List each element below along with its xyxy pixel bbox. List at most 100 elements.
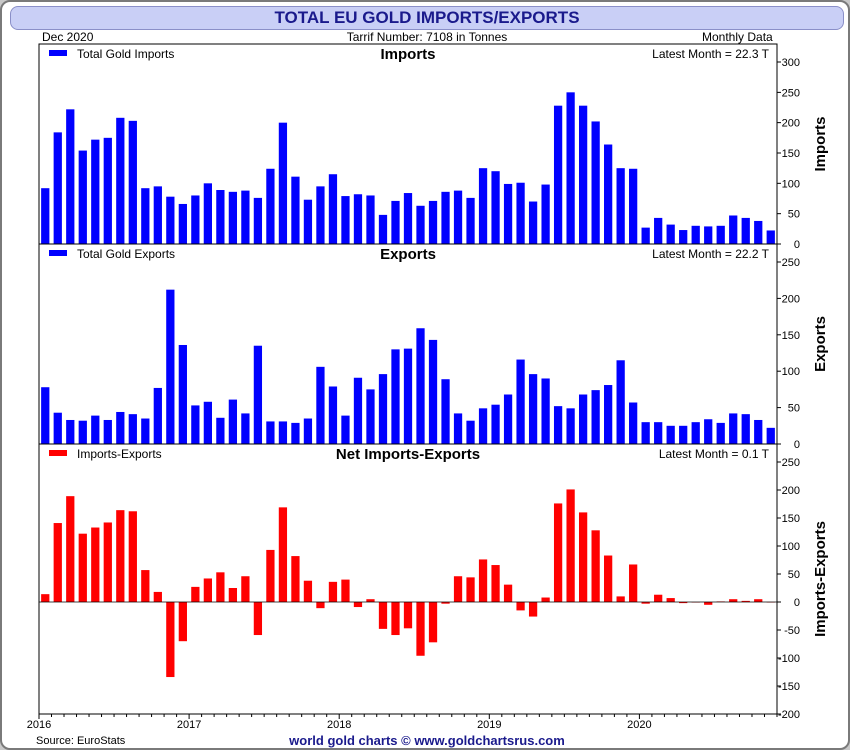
bar-net bbox=[491, 565, 500, 602]
bar-imports bbox=[629, 168, 638, 244]
latest-value-label: Latest Month = 0.1 T bbox=[659, 447, 770, 461]
bar-net bbox=[428, 602, 438, 643]
bar-imports bbox=[91, 139, 100, 244]
bar-net bbox=[228, 588, 238, 602]
legend-swatch bbox=[49, 50, 67, 56]
bar-exports bbox=[491, 404, 500, 444]
bar-exports bbox=[278, 421, 288, 444]
bar-exports bbox=[616, 360, 625, 444]
bar-exports bbox=[353, 377, 363, 444]
bar-exports bbox=[691, 422, 700, 444]
bar-imports bbox=[403, 193, 413, 244]
bar-exports bbox=[103, 419, 112, 444]
bar-net bbox=[391, 602, 400, 636]
bar-exports bbox=[128, 414, 137, 444]
bar-imports bbox=[553, 105, 563, 245]
y-axis-label: Exports bbox=[812, 316, 829, 372]
bar-net bbox=[341, 579, 350, 602]
bar-imports bbox=[466, 197, 475, 244]
bar-net bbox=[741, 600, 750, 602]
bar-imports bbox=[516, 182, 525, 244]
bar-net bbox=[578, 512, 588, 602]
bar-imports bbox=[41, 188, 50, 244]
bar-net bbox=[53, 523, 62, 602]
bar-imports bbox=[503, 183, 513, 244]
tariff-label: Tarrif Number: 7108 in Tonnes bbox=[346, 30, 508, 44]
y-tick-label: 0 bbox=[794, 439, 800, 451]
bar-imports bbox=[216, 190, 225, 244]
bar-net bbox=[528, 602, 538, 617]
bar-net bbox=[553, 503, 563, 602]
bar-exports bbox=[328, 386, 338, 444]
y-tick-label: 50 bbox=[788, 403, 800, 415]
x-tick-label: 2016 bbox=[27, 719, 51, 731]
panel-frame-net bbox=[38, 443, 778, 715]
bar-exports bbox=[253, 345, 263, 444]
bar-net bbox=[78, 533, 87, 602]
bar-exports bbox=[316, 366, 325, 444]
y-tick-label: 250 bbox=[782, 257, 800, 269]
y-tick-label: 150 bbox=[782, 513, 800, 525]
bar-imports bbox=[729, 215, 738, 244]
bar-imports bbox=[741, 217, 750, 244]
bar-imports bbox=[716, 225, 725, 244]
bar-imports bbox=[228, 191, 238, 244]
bar-imports bbox=[441, 191, 450, 244]
bar-imports bbox=[478, 168, 488, 244]
bar-net bbox=[366, 599, 375, 602]
y-axis-label: Imports-Exports bbox=[812, 521, 829, 637]
chart-title-bar: TOTAL EU GOLD IMPORTS/EXPORTS bbox=[10, 6, 844, 30]
bar-exports bbox=[203, 401, 212, 444]
bar-imports bbox=[378, 214, 388, 244]
x-tick-label: 2018 bbox=[327, 719, 351, 731]
bar-exports bbox=[378, 374, 388, 444]
bar-net bbox=[478, 559, 488, 602]
bar-net bbox=[616, 596, 625, 602]
bar-imports bbox=[78, 150, 87, 244]
bar-net bbox=[203, 578, 212, 602]
y-tick-label: 50 bbox=[788, 209, 800, 221]
y-tick-label: 150 bbox=[782, 330, 800, 342]
bar-exports bbox=[666, 425, 675, 444]
bar-exports bbox=[641, 422, 650, 444]
bar-net bbox=[353, 602, 363, 608]
bar-net bbox=[679, 602, 688, 604]
bar-net bbox=[566, 489, 575, 602]
bar-exports bbox=[478, 408, 488, 444]
bar-net bbox=[629, 564, 638, 602]
bar-net bbox=[303, 580, 313, 602]
bar-exports bbox=[704, 419, 713, 444]
y-tick-label: -150 bbox=[778, 681, 800, 693]
y-axis-label: Imports bbox=[812, 116, 829, 171]
source-label: Source: EuroStats bbox=[36, 735, 126, 747]
bar-imports bbox=[203, 183, 212, 244]
bar-imports bbox=[303, 199, 313, 244]
bar-exports bbox=[604, 385, 613, 444]
legend-swatch bbox=[49, 250, 67, 256]
y-tick-label: -100 bbox=[778, 653, 800, 665]
bar-net bbox=[141, 570, 150, 602]
bar-exports bbox=[141, 418, 150, 444]
y-tick-label: 100 bbox=[782, 178, 800, 190]
bar-imports bbox=[166, 196, 175, 244]
bar-net bbox=[754, 599, 763, 602]
bar-imports bbox=[491, 171, 500, 244]
bar-net bbox=[453, 576, 463, 602]
bar-exports bbox=[403, 348, 413, 444]
bar-net bbox=[266, 549, 275, 602]
bar-imports bbox=[428, 200, 438, 244]
bar-imports bbox=[641, 227, 650, 244]
bar-exports bbox=[679, 425, 688, 444]
bar-imports bbox=[353, 194, 363, 244]
bar-net bbox=[441, 602, 450, 604]
bar-exports bbox=[566, 408, 575, 444]
bar-exports bbox=[291, 422, 300, 444]
bar-imports bbox=[654, 217, 663, 244]
bar-exports bbox=[541, 378, 550, 444]
y-tick-label: -200 bbox=[778, 709, 800, 721]
bar-exports bbox=[466, 420, 475, 444]
bar-exports bbox=[116, 411, 125, 444]
bar-imports bbox=[604, 144, 613, 244]
bar-net bbox=[166, 602, 175, 678]
bar-net bbox=[128, 511, 137, 602]
